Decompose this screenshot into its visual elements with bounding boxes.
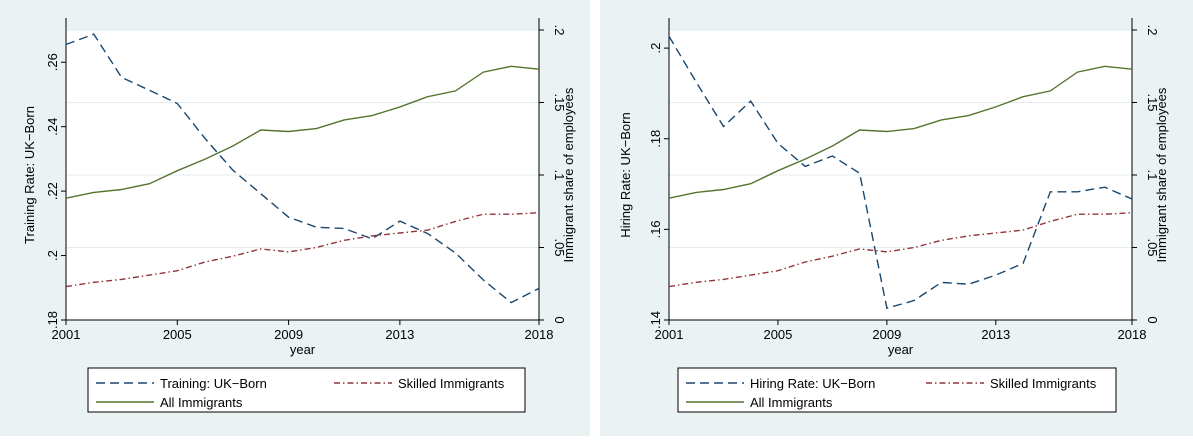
- x-tick-label: 2001: [52, 327, 81, 342]
- right-tick-label: .15: [552, 93, 567, 111]
- left-tick-label: .18: [648, 130, 663, 148]
- legend-box: [677, 367, 1117, 413]
- all-immigrants-series-line: [65, 65, 540, 199]
- left-tick-label: .14: [648, 311, 663, 329]
- x-tick-label: 2009: [872, 327, 901, 342]
- right-tick-label: .2: [552, 25, 567, 36]
- right-tick-label: .05: [552, 238, 567, 256]
- x-axis-title: year: [290, 342, 316, 357]
- left-tick-label: .2: [648, 43, 663, 54]
- x-tick-label: 2001: [655, 327, 684, 342]
- left-tick-label: .18: [45, 311, 60, 329]
- x-tick-label: 2005: [163, 327, 192, 342]
- left-tick-label: .16: [648, 220, 663, 238]
- right-axis-title: Immigrant share of employees: [1154, 87, 1169, 262]
- right-tick-label: .15: [1145, 93, 1160, 111]
- left-tick-label: .24: [45, 118, 60, 136]
- x-tick-label: 2018: [1118, 327, 1147, 342]
- x-tick-label: 2013: [385, 327, 414, 342]
- legend-entry-skilled-immigrants-label: Skilled Immigrants: [990, 376, 1097, 391]
- legend-entry-all-immigrants-label: All Immigrants: [160, 395, 243, 410]
- x-tick-label: 2005: [763, 327, 792, 342]
- legend-box: [87, 367, 526, 413]
- left-axis-title: Training Rate: UK−Born: [22, 106, 37, 244]
- skilled-immigrants-series-line: [65, 212, 540, 288]
- left-tick-label: .22: [45, 182, 60, 200]
- left-tick-label: .2: [45, 250, 60, 261]
- right-tick-label: .2: [1145, 25, 1160, 36]
- training-rate-chart: .18 .2 .22 .24 .26 0 .05 .1 .15 .2 2001 2005 2009 201…: [0, 0, 590, 436]
- right-tick-label: .05: [1145, 238, 1160, 256]
- legend-entry-skilled-immigrants-label: Skilled Immigrants: [398, 376, 505, 391]
- left-tick-label: .26: [45, 53, 60, 71]
- x-tick-label: 2018: [525, 327, 554, 342]
- legend-entry-uk-born-label: Training: UK−Born: [160, 376, 267, 391]
- x-axis-title: year: [888, 342, 914, 357]
- x-tick-label: 2013: [981, 327, 1010, 342]
- x-tick-label: 2009: [274, 327, 303, 342]
- skilled-immigrants-series-line: [668, 212, 1133, 288]
- training-rate-chart-panel: .18 .2 .22 .24 .26 0 .05 .1 .15 .2 2001 2005 2009 201…: [0, 0, 590, 441]
- uk-born-series-line: [65, 33, 540, 304]
- right-tick-label: .1: [1145, 170, 1160, 181]
- right-tick-label: 0: [1145, 316, 1160, 323]
- all-immigrants-series-line: [668, 65, 1133, 199]
- uk-born-series-line: [668, 35, 1133, 310]
- right-axis-title: Immigrant share of employees: [561, 87, 576, 262]
- right-tick-label: 0: [552, 316, 567, 323]
- hiring-rate-chart: .14 .16 .18 .2 0 .05 .1 .15 .2 2001 2005 2009 2013 20…: [600, 0, 1193, 436]
- right-tick-label: .1: [552, 170, 567, 181]
- legend-entry-all-immigrants-label: All Immigrants: [750, 395, 833, 410]
- left-axis-title: Hiring Rate: UK−Born: [618, 112, 633, 237]
- legend-entry-uk-born-label: Hiring Rate: UK−Born: [750, 376, 875, 391]
- hiring-rate-chart-panel: .14 .16 .18 .2 0 .05 .1 .15 .2 2001 2005 2009 2013 20…: [600, 0, 1193, 441]
